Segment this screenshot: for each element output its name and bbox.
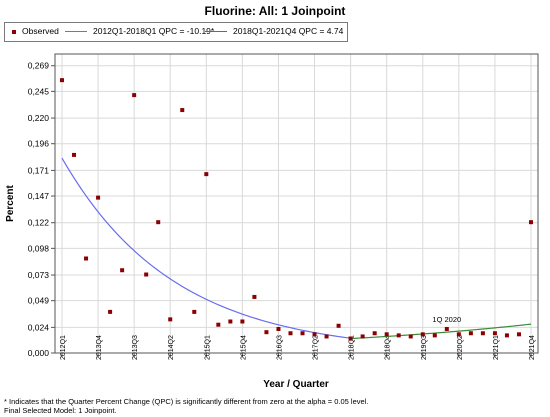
legend-segment1: 2012Q1-2018Q1 QPC = -10.19* — [65, 26, 214, 36]
observed-point — [444, 326, 449, 331]
y-tick-label: 0,122 — [28, 218, 50, 228]
y-tick-label: 0,196 — [28, 139, 50, 149]
observed-point — [516, 332, 521, 337]
observed-point — [396, 333, 401, 338]
legend-observed: Observed — [12, 26, 59, 36]
observed-point — [168, 317, 173, 322]
y-tick-label: 0,000 — [28, 348, 50, 358]
observed-point — [264, 330, 269, 335]
y-tick-label: 0,098 — [28, 243, 50, 253]
x-tick-label: 2020Q2 — [457, 335, 464, 360]
observed-point — [276, 326, 281, 331]
fit-lines — [61, 157, 532, 340]
observed-point — [96, 195, 101, 200]
observed-point — [84, 256, 89, 261]
observed-point — [468, 331, 473, 336]
annotations: 1Q 2020 — [432, 315, 461, 324]
legend-segment2: 2018Q1-2021Q4 QPC = 4.74 — [205, 26, 343, 36]
observed-point — [360, 334, 365, 339]
x-axis-label: Year / Quarter — [263, 379, 329, 390]
observed-point — [408, 334, 413, 339]
observed-point — [60, 78, 64, 83]
y-axis: 0,000 0,024 0,049 0,073 0,098 0,122 0,147 0,171… — [28, 61, 55, 358]
chart-title: Fluorine: All: 1 Joinpoint — [204, 4, 346, 18]
legend-observed-label: Observed — [22, 26, 59, 36]
observed-point — [156, 220, 161, 225]
legend-segment1-label: 2012Q1-2018Q1 QPC = -10.19* — [93, 26, 215, 36]
observed-point — [180, 108, 185, 113]
observed-point — [120, 268, 125, 273]
fit-line-segment1 — [61, 157, 351, 339]
x-tick-label: 2015Q4 — [240, 335, 247, 360]
observed-point — [216, 322, 221, 327]
observed-point — [240, 319, 245, 324]
observed-point — [384, 332, 389, 337]
footnote-significance: * Indicates that the Quarter Percent Cha… — [4, 397, 369, 406]
observed-point — [132, 93, 137, 98]
observed-point — [324, 334, 329, 339]
x-axis: 2012Q1 2013Q4 2013Q3 2014Q2 2015Q1 2015Q4 2016… — [60, 335, 536, 360]
x-tick-label: 2019Q3 — [421, 335, 428, 360]
observed-point — [420, 332, 425, 337]
grid — [55, 54, 538, 354]
x-tick-label: 2012Q1 — [60, 335, 67, 360]
x-tick-label: 2013Q4 — [96, 335, 103, 360]
x-tick-label: 2018Q1 — [349, 335, 356, 360]
x-tick-label: 2018Q4 — [385, 335, 392, 360]
observed-point — [312, 332, 317, 337]
observed-point — [372, 331, 377, 336]
y-tick-label: 0,049 — [28, 296, 50, 306]
annotation-label: 1Q 2020 — [432, 315, 461, 324]
observed-point — [144, 272, 149, 277]
x-tick-label: 2021Q1 — [493, 335, 500, 360]
y-tick-label: 0,024 — [28, 322, 50, 332]
observed-point — [228, 319, 233, 324]
observed-marker-icon — [12, 29, 16, 34]
y-tick-label: 0,220 — [28, 113, 50, 123]
y-tick-label: 0,147 — [28, 191, 50, 201]
x-tick-label: 2014Q2 — [168, 335, 175, 360]
x-tick-label: 2021Q4 — [529, 335, 536, 360]
x-tick-label: 2017Q2 — [313, 335, 320, 360]
legend: Observed 2012Q1-2018Q1 QPC = -10.19* 201… — [4, 22, 348, 42]
observed-point — [204, 172, 209, 177]
observed-point — [72, 152, 77, 157]
y-tick-label: 0,245 — [28, 86, 50, 96]
x-tick-label: 2013Q3 — [132, 335, 139, 360]
observed-point — [492, 331, 497, 336]
fit-line-segment2 — [350, 323, 532, 340]
observed-point — [300, 331, 305, 336]
y-axis-label: Percent — [4, 185, 16, 222]
observed-point — [288, 331, 293, 336]
legend-segment2-label: 2018Q1-2021Q4 QPC = 4.74 — [233, 26, 344, 36]
y-tick-label: 0,269 — [28, 61, 50, 71]
segment1-line-icon — [65, 31, 87, 33]
observed-point — [480, 331, 485, 336]
observed-point — [108, 309, 113, 314]
y-tick-label: 0,171 — [28, 165, 50, 175]
observed-point — [336, 323, 341, 328]
observed-point — [456, 332, 461, 337]
x-tick-label: 2016Q3 — [276, 335, 283, 360]
plot-frame — [54, 53, 539, 354]
footnote-model: Final Selected Model: 1 Joinpoint. — [4, 406, 117, 415]
segment2-line-icon — [205, 31, 227, 33]
observed-points — [60, 78, 533, 341]
observed-point — [504, 333, 509, 338]
observed-point — [348, 336, 353, 341]
y-tick-label: 0,073 — [28, 270, 50, 280]
observed-point — [432, 333, 437, 338]
observed-point — [192, 309, 197, 314]
observed-point — [252, 294, 257, 299]
x-tick-label: 2015Q1 — [204, 335, 211, 360]
observed-point — [529, 220, 533, 225]
